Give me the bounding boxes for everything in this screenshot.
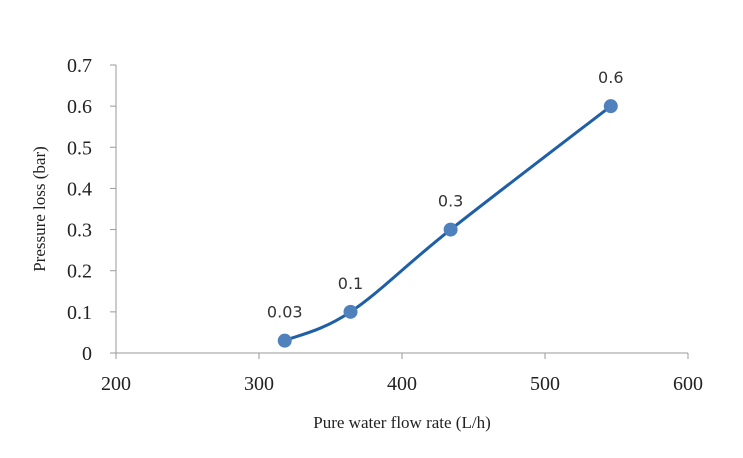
data-point xyxy=(277,333,292,348)
axes xyxy=(115,65,688,354)
data-label: 0.3 xyxy=(438,192,463,211)
data-point xyxy=(343,304,358,319)
y-axis-ticks: 0 0.1 0.2 0.3 0.4 0.5 0.6 0.7 xyxy=(67,55,116,365)
data-point xyxy=(443,222,458,237)
y-tick-label: 0.1 xyxy=(67,302,92,324)
data-label: 0.03 xyxy=(267,303,303,322)
series-line xyxy=(284,104,612,343)
y-tick-label: 0.7 xyxy=(67,55,92,77)
x-tick-label: 400 xyxy=(387,373,417,395)
y-tick-label: 0.2 xyxy=(67,261,92,283)
data-label: 0.1 xyxy=(338,274,363,293)
y-axis-title: Pressure loss (bar) xyxy=(30,146,49,272)
y-tick-label: 0.5 xyxy=(67,137,92,159)
data-label: 0.6 xyxy=(598,68,623,87)
y-tick-label: 0 xyxy=(82,343,92,365)
x-tick-label: 200 xyxy=(101,373,131,395)
series-layer: 0.03 0.1 0.3 0.6 xyxy=(267,68,624,348)
y-tick-label: 0.4 xyxy=(67,178,92,200)
x-tick-label: 300 xyxy=(244,373,274,395)
x-axis-ticks: 200 300 400 500 600 xyxy=(101,353,703,395)
data-point xyxy=(603,99,618,114)
x-tick-label: 600 xyxy=(673,373,703,395)
y-tick-label: 0.6 xyxy=(67,96,92,118)
y-tick-label: 0.3 xyxy=(67,220,92,242)
x-tick-label: 500 xyxy=(530,373,560,395)
x-axis-title: Pure water flow rate (L/h) xyxy=(313,413,490,432)
